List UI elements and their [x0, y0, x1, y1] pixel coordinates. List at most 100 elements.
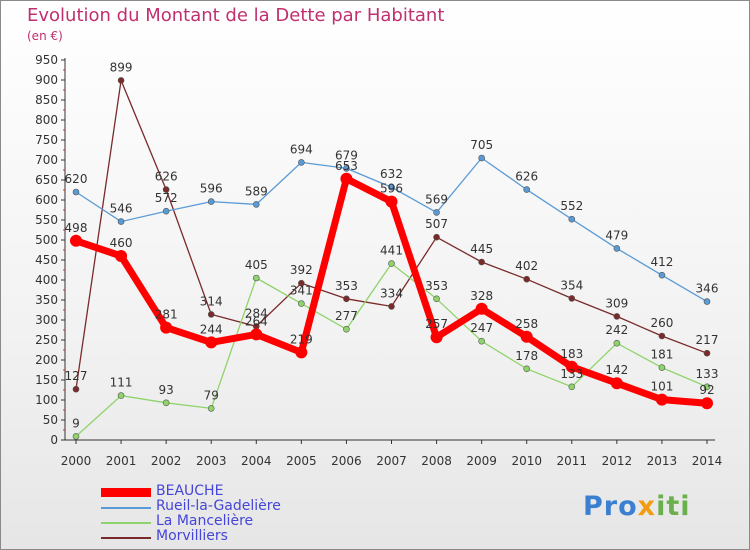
data-label: 92 — [699, 383, 714, 397]
data-point — [298, 279, 305, 287]
data-label: 328 — [470, 289, 493, 303]
y-tick-label: 250 — [35, 333, 58, 347]
data-point — [478, 154, 485, 162]
data-label: 653 — [335, 159, 358, 173]
y-tick-label: 600 — [35, 193, 58, 207]
data-label: 632 — [380, 167, 403, 181]
y-tick-label: 450 — [35, 253, 58, 267]
data-point — [430, 331, 443, 344]
x-tick-label: 2002 — [151, 454, 182, 468]
y-tick-label: 350 — [35, 293, 58, 307]
legend-swatch — [101, 507, 151, 509]
legend-item: La Mancelière — [101, 513, 401, 530]
data-label: 264 — [245, 314, 268, 328]
data-point — [568, 215, 576, 223]
x-tick-label: 2014 — [692, 454, 723, 468]
y-tick-label: 550 — [35, 213, 58, 227]
data-point — [475, 302, 488, 315]
legend-swatch — [101, 522, 151, 524]
y-tick-label: 650 — [35, 173, 58, 187]
data-point — [298, 300, 305, 307]
data-label: 402 — [515, 259, 538, 273]
data-point — [520, 330, 533, 343]
data-point — [658, 364, 666, 371]
y-tick-label: 0 — [50, 433, 58, 447]
y-tick-label: 100 — [35, 393, 58, 407]
data-point — [70, 234, 82, 247]
data-label: 596 — [200, 182, 223, 196]
data-point — [703, 383, 711, 391]
data-label: 242 — [605, 323, 628, 337]
data-label: 626 — [155, 170, 178, 184]
x-tick-label: 2006 — [331, 454, 362, 468]
x-tick-label: 2003 — [196, 454, 227, 468]
data-point — [162, 399, 170, 407]
data-label: 244 — [200, 322, 223, 336]
data-point — [117, 77, 125, 84]
data-label: 552 — [560, 199, 583, 213]
data-label: 412 — [650, 255, 673, 269]
data-point — [388, 260, 395, 267]
data-label: 392 — [290, 263, 313, 277]
data-label: 498 — [65, 221, 88, 235]
data-point — [433, 295, 440, 303]
data-point — [343, 325, 350, 333]
data-point — [343, 165, 350, 172]
data-label: 441 — [380, 244, 403, 258]
data-label: 460 — [110, 236, 133, 250]
x-tick-label: 2011 — [557, 454, 588, 468]
x-tick-label: 2001 — [106, 454, 137, 468]
data-point — [115, 250, 128, 262]
data-label: 258 — [515, 317, 538, 331]
data-point — [388, 183, 395, 191]
data-label: 569 — [425, 192, 448, 206]
data-point — [701, 397, 713, 410]
data-point — [117, 392, 125, 399]
data-point — [568, 383, 576, 391]
data-label: 111 — [110, 376, 133, 390]
data-point — [388, 303, 395, 310]
data-point — [565, 360, 578, 373]
data-point — [658, 271, 666, 279]
data-point — [613, 313, 621, 320]
data-label: 178 — [515, 349, 538, 363]
data-point — [298, 159, 305, 166]
data-point — [478, 337, 485, 345]
data-point — [162, 186, 170, 193]
data-point — [252, 201, 260, 208]
chart-unit: (en €) — [27, 29, 63, 43]
data-label: 277 — [335, 309, 358, 323]
legend: BEAUCHE Rueil-la-Gadelière La Mancelière Mo… — [101, 483, 401, 545]
data-point — [72, 433, 80, 440]
data-label: 899 — [110, 60, 133, 74]
data-label: 9 — [72, 416, 80, 430]
data-label: 181 — [650, 348, 673, 362]
y-tick-label: 800 — [35, 113, 58, 127]
y-tick-label: 300 — [35, 313, 58, 327]
data-point — [568, 295, 576, 302]
x-tick-label: 2010 — [511, 454, 542, 468]
data-point — [207, 405, 215, 412]
data-label: 314 — [200, 294, 223, 308]
data-point — [433, 209, 440, 216]
data-label: 596 — [380, 182, 403, 196]
data-point — [478, 258, 485, 266]
data-point — [385, 195, 398, 208]
data-point — [658, 332, 666, 340]
data-label: 183 — [560, 347, 583, 361]
data-label: 572 — [155, 191, 178, 205]
y-tick-label: 950 — [35, 53, 58, 67]
x-tick-label: 2007 — [376, 454, 407, 468]
x-tick-label: 2000 — [61, 454, 92, 468]
data-point — [162, 207, 170, 215]
data-point — [295, 346, 308, 359]
data-label: 694 — [290, 142, 313, 156]
data-point — [433, 233, 440, 241]
x-tick-label: 2009 — [466, 454, 497, 468]
legend-label: La Mancelière — [156, 513, 254, 529]
data-point — [252, 274, 260, 282]
data-label: 260 — [650, 316, 673, 330]
x-tick-label: 2013 — [647, 454, 678, 468]
data-label: 341 — [290, 284, 313, 298]
